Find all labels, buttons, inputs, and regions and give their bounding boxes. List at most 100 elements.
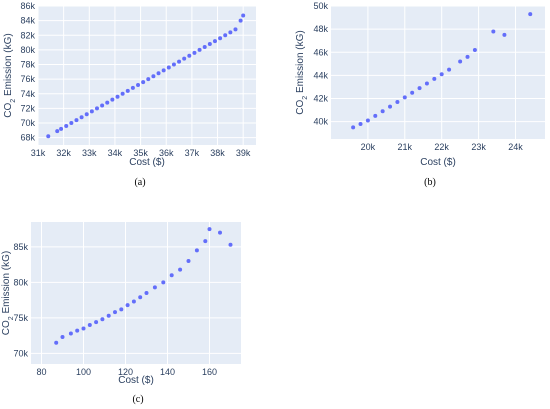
scatter-point — [417, 86, 422, 91]
scatter-point — [161, 280, 166, 285]
x-tick-label: 33k — [82, 148, 97, 158]
scatter-point — [113, 310, 117, 315]
x-tick-label: 20k — [361, 142, 376, 152]
y-axis-label: CO2 Emission (kG) — [3, 33, 17, 117]
scatter-point — [380, 109, 385, 114]
scatter-point — [156, 71, 161, 76]
y-tick-label: 42k — [313, 94, 328, 104]
scatter-point — [358, 121, 363, 126]
scatter-point — [432, 76, 437, 81]
scatter-point — [141, 80, 146, 85]
chart-c: 80 100 120 140 160 70k 75k 80k 85k Cost ($) CO2 Em… — [1, 222, 241, 386]
scatter-point — [202, 44, 207, 49]
scatter-point — [60, 335, 65, 340]
scatter-point — [152, 285, 157, 290]
scatter-point — [119, 307, 124, 312]
scatter-point — [89, 109, 94, 114]
x-tick-label: 80 — [36, 367, 46, 377]
x-tick-label: 160 — [202, 367, 217, 377]
scatter-point — [203, 239, 208, 244]
y-tick-label: 70k — [13, 348, 28, 358]
scatter-point — [171, 62, 176, 67]
scatter-point — [351, 125, 356, 130]
scatter-point — [144, 291, 149, 295]
scatter-point — [59, 126, 64, 131]
x-tick-label: 22k — [434, 142, 449, 152]
scatter-point — [194, 248, 199, 253]
scatter-point — [79, 115, 84, 120]
scatter-point — [502, 32, 507, 37]
y-tick-label: 80k — [20, 45, 35, 55]
x-tick-label: 36k — [159, 148, 174, 158]
scatter-point — [223, 33, 228, 38]
y-tick-label: 80k — [13, 277, 28, 287]
chart-b: 20k 21k 22k 23k 24k 40k 42k 44k 46k 48k 50k Cost ($… — [295, 1, 545, 168]
scatter-point — [151, 74, 156, 79]
scatter-point — [197, 47, 202, 52]
y-tick-label: 44k — [313, 70, 328, 80]
y-tick-label: 74k — [20, 89, 35, 99]
scatter-point — [110, 97, 115, 102]
scatter-point — [100, 103, 105, 108]
x-tick-label: 39k — [236, 148, 251, 158]
scatter-point — [94, 320, 99, 325]
scatter-point — [439, 72, 444, 77]
scatter-point — [106, 313, 111, 318]
scatter-point — [64, 123, 69, 128]
x-tick-label: 38k — [210, 148, 225, 158]
y-tick-label: 72k — [20, 103, 35, 113]
scatter-point — [395, 99, 400, 104]
scatter-point — [187, 53, 192, 58]
panel-label-c: (c) — [132, 394, 144, 405]
scatter-point — [233, 27, 238, 32]
y-tick-label: 76k — [20, 74, 35, 84]
scatter-point — [365, 118, 370, 123]
scatter-point — [218, 36, 223, 41]
scatter-point — [238, 18, 243, 23]
scatter-point — [84, 112, 89, 117]
scatter-point — [125, 88, 130, 93]
scatter-point — [192, 50, 197, 55]
y-axis-label: CO2 Emission (kG) — [1, 251, 15, 335]
y-tick-label: 82k — [20, 30, 35, 40]
x-tick-label: 34k — [108, 148, 123, 158]
scatter-point — [388, 104, 393, 109]
scatter-point — [177, 59, 182, 64]
y-tick-label: 84k — [20, 16, 35, 26]
x-tick-label: 21k — [398, 142, 413, 152]
y-tick-label: 48k — [313, 24, 328, 34]
scatter-point — [373, 113, 378, 118]
scatter-point — [424, 81, 429, 86]
panel-label-a: (a) — [134, 177, 146, 188]
scatter-point — [528, 12, 533, 17]
scatter-point — [100, 317, 105, 322]
y-axis-label: CO2 Emission (kG) — [295, 30, 309, 114]
scatter-point — [75, 328, 80, 333]
scatter-point — [169, 273, 174, 278]
scatter-point — [491, 29, 496, 34]
x-tick-label: 100 — [76, 367, 91, 377]
y-tick-label: 75k — [13, 313, 28, 323]
scatter-point — [125, 303, 130, 308]
scatter-point — [74, 118, 79, 123]
scatter-point — [54, 340, 59, 345]
x-axis-label: Cost ($) — [118, 375, 154, 386]
scatter-point — [105, 100, 110, 105]
scatter-point — [115, 94, 120, 99]
scatter-point — [228, 242, 233, 247]
plot-background — [331, 6, 545, 139]
x-tick-label: 120 — [118, 367, 133, 377]
chart-a: 31k 32k 33k 34k 35k 36k 37k 38k 39k 68k 70k 72k 74k 7… — [3, 1, 256, 168]
scatter-point — [166, 65, 171, 70]
y-tick-label: 86k — [20, 1, 35, 11]
plot-background — [38, 6, 256, 145]
scatter-point — [218, 230, 222, 235]
x-tick-label: 31k — [31, 148, 46, 158]
scatter-point — [186, 259, 191, 264]
y-tick-label: 70k — [20, 118, 35, 128]
scatter-point — [410, 90, 415, 95]
scatter-point — [55, 129, 60, 134]
scatter-point — [130, 85, 135, 90]
scatter-point — [241, 13, 246, 18]
panel-label-b: (b) — [424, 177, 436, 188]
